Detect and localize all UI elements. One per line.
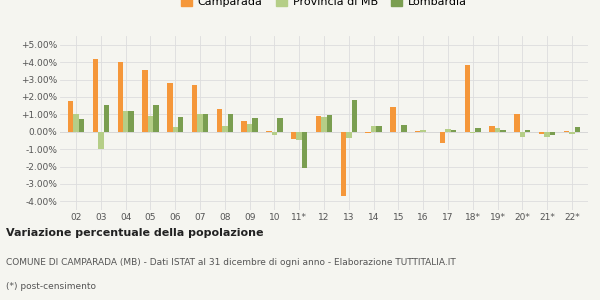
Bar bbox=[153, 105, 158, 132]
Bar bbox=[277, 118, 283, 132]
Bar bbox=[217, 109, 222, 132]
Bar bbox=[222, 126, 227, 132]
Bar bbox=[142, 70, 148, 132]
Bar bbox=[316, 116, 321, 132]
Bar bbox=[470, 132, 475, 134]
Legend: Camparada, Provincia di MB, Lombardia: Camparada, Provincia di MB, Lombardia bbox=[178, 0, 470, 10]
Bar bbox=[415, 131, 421, 132]
Bar bbox=[376, 127, 382, 132]
Bar bbox=[203, 114, 208, 132]
Bar bbox=[178, 117, 184, 132]
Bar bbox=[321, 117, 327, 132]
Bar bbox=[464, 65, 470, 132]
Bar bbox=[327, 115, 332, 132]
Bar bbox=[401, 125, 407, 132]
Bar bbox=[495, 128, 500, 132]
Bar bbox=[550, 132, 555, 135]
Bar bbox=[227, 114, 233, 132]
Text: COMUNE DI CAMPARADA (MB) - Dati ISTAT al 31 dicembre di ogni anno - Elaborazione: COMUNE DI CAMPARADA (MB) - Dati ISTAT al… bbox=[6, 258, 456, 267]
Bar bbox=[451, 130, 456, 132]
Bar bbox=[148, 116, 153, 132]
Bar bbox=[544, 132, 550, 137]
Bar bbox=[352, 100, 357, 132]
Bar bbox=[341, 132, 346, 196]
Bar bbox=[173, 127, 178, 132]
Bar bbox=[445, 129, 451, 132]
Bar bbox=[564, 131, 569, 132]
Bar bbox=[253, 118, 258, 132]
Bar bbox=[500, 130, 506, 132]
Bar bbox=[118, 62, 123, 132]
Bar bbox=[514, 114, 520, 132]
Bar bbox=[241, 121, 247, 132]
Bar bbox=[291, 132, 296, 139]
Bar bbox=[192, 85, 197, 132]
Bar bbox=[68, 101, 73, 132]
Text: Variazione percentuale della popolazione: Variazione percentuale della popolazione bbox=[6, 228, 263, 238]
Bar bbox=[128, 111, 134, 132]
Bar bbox=[520, 132, 525, 137]
Bar bbox=[73, 114, 79, 132]
Bar bbox=[490, 126, 495, 132]
Bar bbox=[167, 83, 173, 132]
Bar bbox=[93, 58, 98, 132]
Bar bbox=[475, 128, 481, 132]
Bar bbox=[390, 107, 395, 132]
Bar bbox=[123, 111, 128, 132]
Bar bbox=[272, 132, 277, 135]
Bar bbox=[346, 132, 352, 138]
Bar bbox=[365, 132, 371, 133]
Bar bbox=[539, 132, 544, 134]
Bar bbox=[79, 119, 84, 132]
Bar bbox=[575, 127, 580, 132]
Bar bbox=[302, 132, 307, 168]
Bar bbox=[266, 131, 272, 132]
Bar bbox=[247, 124, 253, 132]
Bar bbox=[421, 130, 426, 132]
Bar bbox=[525, 130, 530, 132]
Bar bbox=[569, 132, 575, 134]
Bar bbox=[98, 132, 104, 149]
Bar bbox=[104, 105, 109, 132]
Bar bbox=[197, 114, 203, 132]
Bar bbox=[371, 127, 376, 132]
Bar bbox=[296, 132, 302, 140]
Text: (*) post-censimento: (*) post-censimento bbox=[6, 282, 96, 291]
Bar bbox=[440, 132, 445, 143]
